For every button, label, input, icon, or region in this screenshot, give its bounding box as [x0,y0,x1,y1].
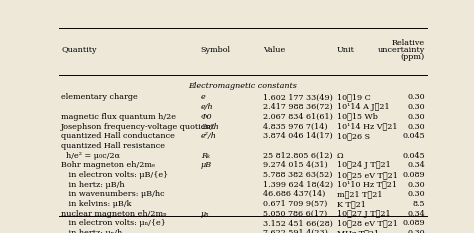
Text: 1.602 177 33(49): 1.602 177 33(49) [263,93,333,101]
Text: Symbol: Symbol [201,46,231,54]
Text: nuclear magneton eh/2mₚ: nuclear magneton eh/2mₚ [61,210,166,218]
Text: 10⁲27 J T⁲21: 10⁲27 J T⁲21 [337,210,390,218]
Text: 0.089: 0.089 [402,171,425,179]
Text: 0.671 709 9(57): 0.671 709 9(57) [263,200,328,208]
Text: 10⁲24 J T⁲21: 10⁲24 J T⁲21 [337,161,391,169]
Text: 0.089: 0.089 [402,219,425,227]
Text: 3.152 451 66(28): 3.152 451 66(28) [263,219,333,227]
Text: 0.30: 0.30 [407,93,425,101]
Text: 0.045: 0.045 [402,152,425,160]
Text: e/h: e/h [201,103,213,111]
Text: elementary charge: elementary charge [61,93,138,101]
Text: 3.874 046 14(17): 3.874 046 14(17) [263,132,333,140]
Text: Rₖ: Rₖ [201,152,210,160]
Text: 8.5: 8.5 [412,200,425,208]
Text: 0.30: 0.30 [407,123,425,130]
Text: in electron volts: μB/{e}: in electron volts: μB/{e} [61,171,168,179]
Text: in kelvins: μB/k: in kelvins: μB/k [61,200,132,208]
Text: in wavenumbers: μB/hc: in wavenumbers: μB/hc [61,190,164,198]
Text: magnetic flux quantum h/2e: magnetic flux quantum h/2e [61,113,176,121]
Text: 10⁲26 S: 10⁲26 S [337,132,370,140]
Text: K T⁲21: K T⁲21 [337,200,365,208]
Text: in electron volts: μₙ/{e}: in electron volts: μₙ/{e} [61,219,166,227]
Text: 0.34: 0.34 [407,210,425,218]
Text: 4.835 976 7(14): 4.835 976 7(14) [263,123,328,130]
Text: Bohr magneton eh/2mₑ: Bohr magneton eh/2mₑ [61,161,155,169]
Text: 0.30: 0.30 [407,229,425,233]
Text: Value: Value [263,46,285,54]
Text: 2.067 834 61(61): 2.067 834 61(61) [263,113,333,121]
Text: e²/h: e²/h [201,132,217,140]
Text: 10⁲19 C: 10⁲19 C [337,93,370,101]
Text: 0.30: 0.30 [407,190,425,198]
Text: 5.788 382 63(52): 5.788 382 63(52) [263,171,333,179]
Text: Φ0: Φ0 [201,113,212,121]
Text: Relative: Relative [392,39,425,47]
Text: h/e² = μ₀c/2α: h/e² = μ₀c/2α [61,152,120,160]
Text: Josephson frequency-voltage quotient: Josephson frequency-voltage quotient [61,123,215,130]
Text: 1.399 624 18(42): 1.399 624 18(42) [263,181,333,189]
Text: 2.417 988 36(72): 2.417 988 36(72) [263,103,333,111]
Text: in hertz: μₙ/h: in hertz: μₙ/h [61,229,122,233]
Text: uncertainty: uncertainty [377,46,425,54]
Text: 46.686 437(14): 46.686 437(14) [263,190,326,198]
Text: Quantity: Quantity [61,46,97,54]
Text: 2e/h: 2e/h [201,123,219,130]
Text: 10¹10 Hz T⁲21: 10¹10 Hz T⁲21 [337,181,397,189]
Text: Unit: Unit [337,46,355,54]
Text: 0.30: 0.30 [407,181,425,189]
Text: 10¹14 A J⁲21: 10¹14 A J⁲21 [337,103,389,111]
Text: MHz T⁲21: MHz T⁲21 [337,229,379,233]
Text: 10⁲15 Wb: 10⁲15 Wb [337,113,377,121]
Text: 0.30: 0.30 [407,103,425,111]
Text: 9.274 015 4(31): 9.274 015 4(31) [263,161,328,169]
Text: 5.050 786 6(17): 5.050 786 6(17) [263,210,328,218]
Text: 10⁲28 eV T⁲21: 10⁲28 eV T⁲21 [337,219,398,227]
Text: 7.622 591 4(23): 7.622 591 4(23) [263,229,328,233]
Text: 10⁲25 eV T⁲21: 10⁲25 eV T⁲21 [337,171,398,179]
Text: μB: μB [201,161,212,169]
Text: μₙ: μₙ [201,210,209,218]
Text: e: e [201,93,205,101]
Text: 0.045: 0.045 [402,132,425,140]
Text: quantized Hall resistance: quantized Hall resistance [61,142,165,150]
Text: Electromagnetic constants: Electromagnetic constants [189,82,297,90]
Text: quantized Hall conductance: quantized Hall conductance [61,132,175,140]
Text: 25 812.805 6(12): 25 812.805 6(12) [263,152,333,160]
Text: 10¹14 Hz V⁲21: 10¹14 Hz V⁲21 [337,123,397,130]
Text: Ω: Ω [337,152,343,160]
Text: (ppm): (ppm) [401,53,425,61]
Text: 0.30: 0.30 [407,113,425,121]
Text: in hertz: μB/h: in hertz: μB/h [61,181,125,189]
Text: m⁲21 T⁲21: m⁲21 T⁲21 [337,190,382,198]
Text: 0.34: 0.34 [407,161,425,169]
